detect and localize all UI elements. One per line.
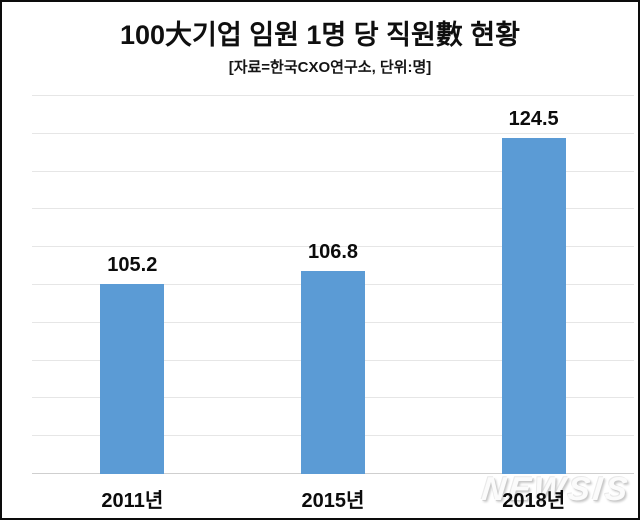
bar-value-label-2015: 106.8	[307, 241, 359, 264]
bar-value-label-2018: 124.5	[508, 107, 559, 130]
bar-2015	[301, 271, 365, 474]
gridline	[32, 246, 634, 248]
gridline	[32, 132, 634, 134]
chart-title: 100大기업 임원 1명 당 직원數 현황	[120, 20, 520, 50]
chart-subtitle: [자료=한국CXO연구소, 단위:명]	[228, 59, 432, 76]
x-axis-label-2015: 2015년	[301, 490, 365, 512]
plot-area: 105.2 106.8 124.5	[32, 95, 634, 474]
bar-value-label-2011: 105.2	[107, 253, 158, 276]
bar-2018	[501, 137, 566, 474]
bar-2011	[100, 283, 165, 474]
gridline	[32, 170, 634, 172]
gridline	[32, 208, 634, 210]
x-axis-label-2018: 2018년	[502, 490, 566, 512]
x-axis-label-2011: 2011년	[101, 490, 164, 512]
x-axis-labels: 2011년 2015년 2018년	[32, 481, 634, 513]
gridline	[32, 95, 634, 96]
